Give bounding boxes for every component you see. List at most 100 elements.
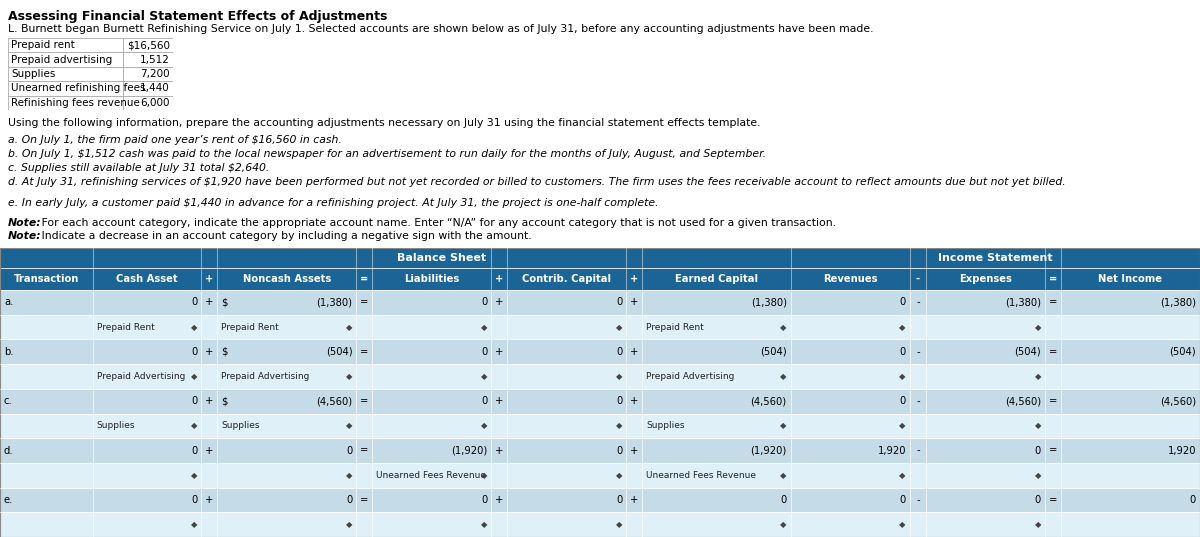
Text: ◆: ◆ [780,422,787,430]
Text: ◆: ◆ [900,471,906,480]
Text: +: + [205,495,214,505]
Bar [8,53,124,67]
Text: Prepaid Rent: Prepaid Rent [647,323,704,331]
Text: (4,560): (4,560) [1004,396,1042,406]
Text: +: + [630,274,638,284]
Text: a.: a. [4,297,13,307]
Text: +: + [205,446,214,455]
Text: Contrib. Capital: Contrib. Capital [522,274,611,284]
Text: ◆: ◆ [346,422,353,430]
Text: 6,000: 6,000 [140,98,170,108]
Text: ◆: ◆ [780,471,787,480]
Text: ◆: ◆ [191,422,197,430]
Text: 1,920: 1,920 [1168,446,1196,455]
Bar [8,81,124,96]
Text: -: - [916,396,919,406]
Text: ◆: ◆ [481,323,487,331]
Text: ◆: ◆ [481,471,487,480]
Text: 0: 0 [1034,446,1042,455]
Text: b. On July 1, $1,512 cash was paid to the local newspaper for an advertisement t: b. On July 1, $1,512 cash was paid to th… [8,149,766,159]
Text: ◆: ◆ [900,520,906,529]
Text: 0: 0 [191,297,197,307]
Text: -: - [916,446,919,455]
Text: Transaction: Transaction [13,274,79,284]
Text: Cash Asset: Cash Asset [116,274,178,284]
Text: Indicate a decrease in an account category by including a negative sign with the: Indicate a decrease in an account catego… [38,231,532,241]
Text: Prepaid advertising: Prepaid advertising [11,55,113,64]
Text: ◆: ◆ [900,323,906,331]
Text: Expenses: Expenses [959,274,1012,284]
Text: +: + [496,495,504,505]
Text: Prepaid Advertising: Prepaid Advertising [221,372,310,381]
Text: ◆: ◆ [1034,422,1042,430]
Bar [0,315,1200,339]
Text: b.: b. [4,347,13,357]
Text: (1,920): (1,920) [750,446,787,455]
Text: -: - [916,297,919,307]
Text: 0: 0 [481,297,487,307]
Text: 0: 0 [191,446,197,455]
Bar [0,248,1200,268]
Text: ◆: ◆ [346,471,353,480]
Text: Prepaid Advertising: Prepaid Advertising [97,372,185,381]
Bar [0,339,1200,364]
Bar [0,413,1200,438]
Text: 0: 0 [346,495,353,505]
Bar [124,81,173,96]
Text: =: = [1049,396,1057,406]
Text: ◆: ◆ [481,422,487,430]
Text: =: = [1049,446,1057,455]
Text: Income Statement: Income Statement [938,253,1052,263]
Text: +: + [630,347,638,357]
Text: Supplies: Supplies [97,422,136,430]
Text: +: + [496,274,504,284]
Text: ◆: ◆ [780,520,787,529]
Text: (1,920): (1,920) [451,446,487,455]
Text: $: $ [221,396,228,406]
Text: 0: 0 [617,396,623,406]
Text: =: = [1049,347,1057,357]
Text: ◆: ◆ [191,520,197,529]
Bar [0,438,1200,463]
Bar [124,38,173,53]
Text: 0: 0 [900,347,906,357]
Text: (1,380): (1,380) [1006,297,1042,307]
Text: Prepaid Rent: Prepaid Rent [97,323,155,331]
Bar [124,96,173,110]
Text: (504): (504) [760,347,787,357]
Text: d.: d. [4,446,13,455]
Text: 0: 0 [481,495,487,505]
Text: 0: 0 [191,495,197,505]
Text: Supplies: Supplies [11,69,55,79]
Text: Unearned Fees Revenue: Unearned Fees Revenue [647,471,756,480]
Text: $: $ [221,297,228,307]
Text: 0: 0 [481,347,487,357]
Text: +: + [205,347,214,357]
Text: 0: 0 [617,446,623,455]
Text: ◆: ◆ [616,520,623,529]
Text: (1,380): (1,380) [1160,297,1196,307]
Text: =: = [360,274,368,284]
Text: For each account category, indicate the appropriate account name. Enter “N/A” fo: For each account category, indicate the … [38,218,836,228]
Text: ◆: ◆ [780,323,787,331]
Text: ◆: ◆ [900,422,906,430]
Text: ◆: ◆ [191,372,197,381]
Text: ◆: ◆ [1034,323,1042,331]
Text: =: = [1049,274,1057,284]
Text: -: - [916,274,920,284]
Text: Assessing Financial Statement Effects of Adjustments: Assessing Financial Statement Effects of… [8,10,388,23]
Text: 0: 0 [1189,495,1196,505]
Bar [0,488,1200,512]
Text: (4,560): (4,560) [316,396,353,406]
Text: ◆: ◆ [1034,471,1042,480]
Bar [124,53,173,67]
Text: =: = [360,446,368,455]
Text: +: + [496,396,504,406]
Text: ◆: ◆ [346,372,353,381]
Text: Revenues: Revenues [823,274,877,284]
Text: 0: 0 [346,446,353,455]
Text: Prepaid rent: Prepaid rent [11,40,74,50]
Text: Unearned refinishing fees: Unearned refinishing fees [11,83,145,93]
Text: Using the following information, prepare the accounting adjustments necessary on: Using the following information, prepare… [8,118,761,128]
Text: ◆: ◆ [616,471,623,480]
